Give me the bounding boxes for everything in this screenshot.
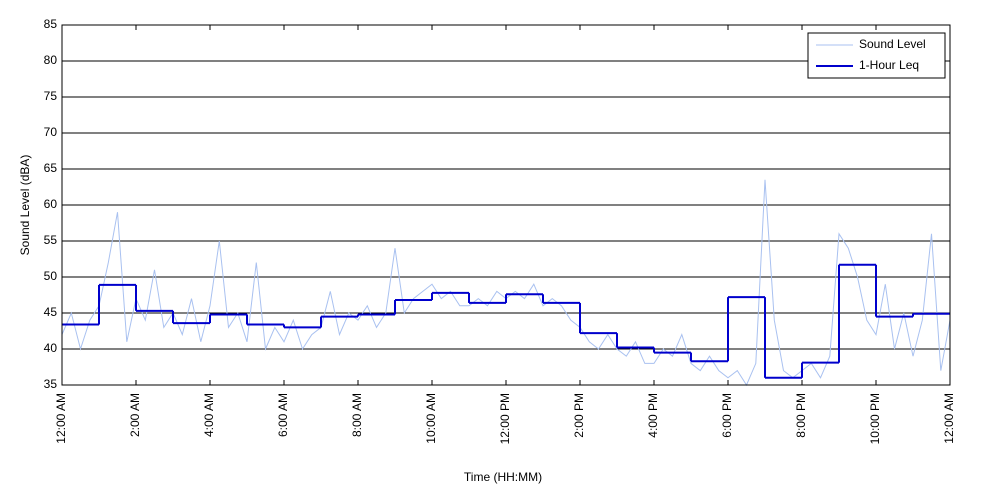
y-axis-title: Sound Level (dBA) bbox=[18, 155, 32, 256]
x-tick-label: 4:00 PM bbox=[646, 393, 660, 438]
y-tick-label: 60 bbox=[44, 197, 58, 211]
x-tick-label: 10:00 PM bbox=[868, 393, 882, 444]
y-tick-label: 40 bbox=[44, 341, 58, 355]
x-tick-label: 6:00 PM bbox=[720, 393, 734, 438]
x-tick-label: 10:00 AM bbox=[424, 393, 438, 444]
y-tick-label: 80 bbox=[44, 53, 58, 67]
y-tick-label: 85 bbox=[44, 17, 58, 31]
y-tick-label: 50 bbox=[44, 269, 58, 283]
y-tick-label: 35 bbox=[44, 377, 58, 391]
x-tick-label: 4:00 AM bbox=[202, 393, 216, 437]
y-tick-label: 55 bbox=[44, 233, 58, 247]
x-tick-label: 8:00 AM bbox=[350, 393, 364, 437]
x-tick-label: 2:00 PM bbox=[572, 393, 586, 438]
y-tick-label: 75 bbox=[44, 89, 58, 103]
x-tick-label: 12:00 AM bbox=[54, 393, 68, 444]
x-tick-label: 12:00 AM bbox=[942, 393, 956, 444]
x-axis-title: Time (HH:MM) bbox=[464, 470, 542, 484]
x-tick-label: 12:00 PM bbox=[498, 393, 512, 444]
legend-label: 1-Hour Leq bbox=[859, 58, 919, 72]
y-tick-label: 70 bbox=[44, 125, 58, 139]
y-tick-label: 65 bbox=[44, 161, 58, 175]
x-tick-label: 8:00 PM bbox=[794, 393, 808, 438]
x-tick-label: 2:00 AM bbox=[128, 393, 142, 437]
plot-frame bbox=[61, 24, 951, 386]
legend-box bbox=[807, 32, 946, 79]
x-tick-label: 6:00 AM bbox=[276, 393, 290, 437]
legend-label: Sound Level bbox=[859, 37, 926, 51]
y-tick-label: 45 bbox=[44, 305, 58, 319]
